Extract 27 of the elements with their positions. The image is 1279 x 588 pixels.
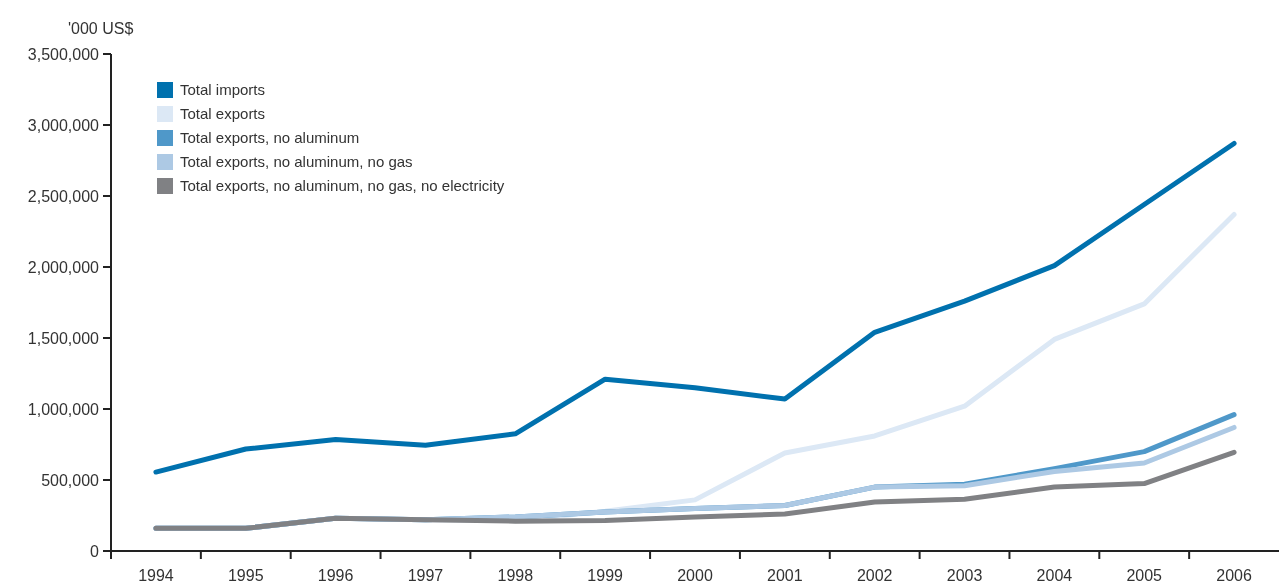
x-tick-label: 2000 [677, 567, 713, 584]
y-tick-label: 500,000 [41, 471, 100, 489]
legend-label: Total imports [180, 81, 266, 99]
legend-label: Total exports, no aluminum [180, 129, 360, 147]
x-tick-label: 1994 [138, 567, 174, 584]
x-tick-label: 2004 [1036, 567, 1073, 584]
y-tick-label: 1,000,000 [27, 400, 100, 418]
y-tick-label: 3,000,000 [27, 116, 100, 134]
legend-label: Total exports, no aluminum, no gas [180, 153, 413, 171]
y-tick-label: 0 [90, 542, 100, 560]
y-tick-label: 2,500,000 [27, 187, 100, 205]
y-tick-label: 2,000,000 [27, 258, 100, 276]
x-tick-label: 1995 [227, 567, 264, 584]
y-tick-label: 3,500,000 [27, 45, 100, 63]
x-tick-label: 1998 [497, 567, 534, 584]
x-tick-label: 2006 [1216, 567, 1252, 584]
legend-label: Total exports, no aluminum, no gas, no electricity [180, 177, 505, 195]
x-tick-label: 2002 [856, 567, 893, 584]
x-tick-label: 1997 [407, 567, 444, 584]
y-axis-title: '000 US$ [68, 20, 134, 37]
x-tick-label: 2005 [1126, 567, 1163, 584]
x-tick-label: 2003 [946, 567, 983, 584]
legend-label: Total exports [180, 105, 266, 123]
y-tick-label: 1,500,000 [27, 329, 100, 347]
x-tick-label: 1996 [317, 567, 354, 584]
x-tick-label: 1999 [587, 567, 624, 584]
x-tick-label: 2001 [767, 567, 803, 584]
